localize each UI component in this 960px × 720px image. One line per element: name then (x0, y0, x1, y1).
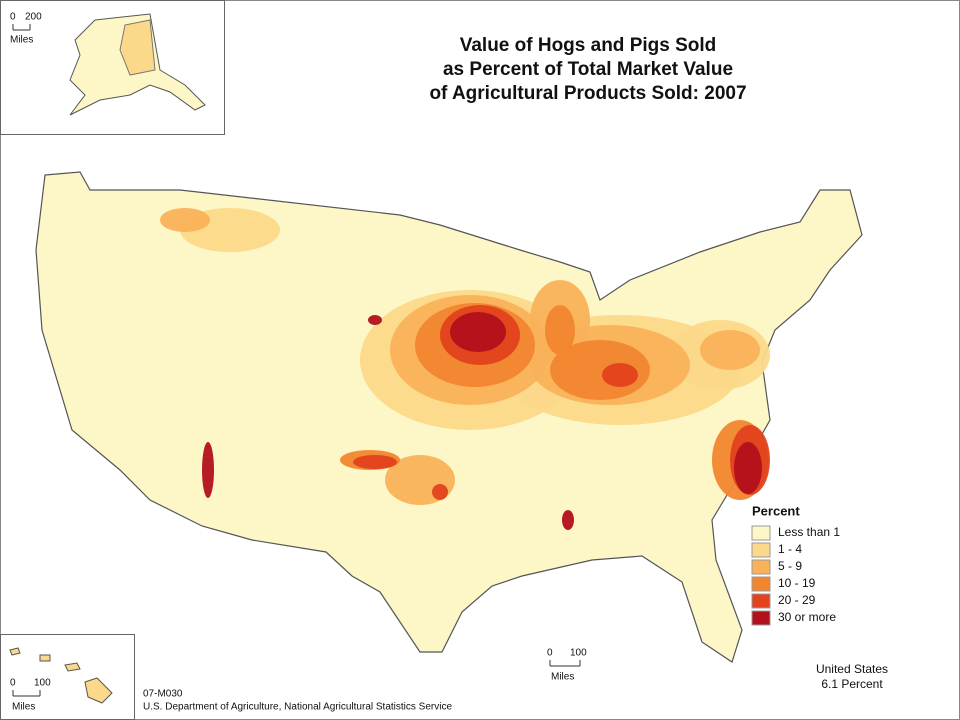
shaded-area (432, 484, 448, 500)
shaded-area (700, 330, 760, 370)
legend-title: Percent (752, 503, 800, 518)
summary-line: United States (816, 662, 888, 676)
shaded-area (353, 455, 397, 469)
scale-end: 200 (25, 12, 42, 23)
shaded-area (160, 208, 210, 232)
legend-label: 1 - 4 (778, 542, 802, 556)
legend-swatch (751, 525, 771, 541)
shaded-area (450, 312, 506, 352)
shaded-area (602, 363, 638, 387)
legend-swatch (751, 593, 771, 609)
legend-swatch (751, 610, 771, 626)
scale-start: 0 (10, 12, 16, 23)
hawaii-inset (0, 634, 135, 720)
alaska-region (119, 19, 156, 76)
legend-swatch (751, 559, 771, 575)
scale-start: 0 (547, 648, 553, 659)
legend-label: Less than 1 (778, 525, 840, 539)
hawaii-shape (9, 647, 113, 704)
legend-label: 10 - 19 (778, 576, 816, 590)
footer-code: 07-M030 (143, 689, 183, 700)
legend-swatch (751, 576, 771, 592)
scale-end: 100 (570, 648, 587, 659)
summary-line: 6.1 Percent (821, 677, 883, 691)
legend-label: 30 or more (778, 610, 836, 624)
scale-unit: Miles (12, 702, 35, 713)
title-line: Value of Hogs and Pigs Sold (460, 35, 717, 56)
shaded-area (202, 442, 214, 498)
shaded-area (545, 305, 575, 355)
map-regions (35, 171, 863, 663)
scale-unit: Miles (10, 35, 33, 46)
shaded-area (562, 510, 574, 530)
legend-label: 5 - 9 (778, 559, 802, 573)
shaded-area (734, 442, 762, 494)
legend-label: 20 - 29 (778, 593, 816, 607)
legend: Percent Less than 1 1 - 4 5 - 9 10 - 19 20 -… (751, 503, 840, 626)
shaded-area (368, 315, 382, 325)
title-line: of Agricultural Products Sold: 2007 (429, 83, 746, 104)
footer-source: U.S. Department of Agriculture, National… (143, 702, 452, 713)
title-line: as Percent of Total Market Value (443, 59, 733, 80)
legend-swatch (751, 542, 771, 558)
scale-end: 100 (34, 678, 51, 689)
scale-unit: Miles (551, 672, 574, 683)
scale-start: 0 (10, 678, 16, 689)
